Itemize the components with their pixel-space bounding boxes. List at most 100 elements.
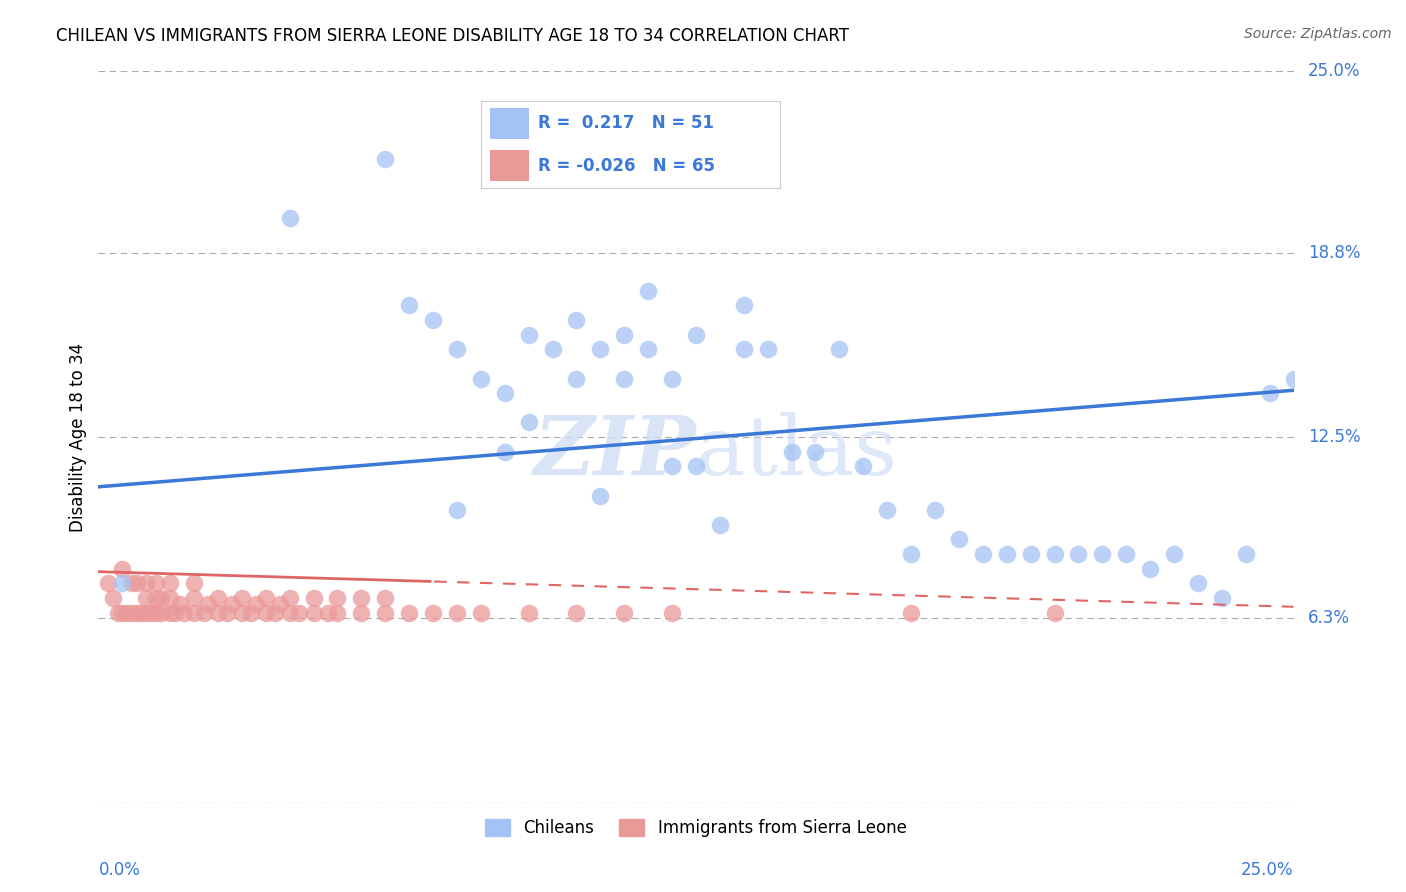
- Point: [661, 606, 683, 620]
- Point: [398, 606, 420, 620]
- Point: [316, 606, 339, 620]
- Point: [135, 591, 157, 605]
- Point: [350, 591, 373, 605]
- Point: [422, 606, 444, 620]
- Point: [637, 284, 659, 298]
- Point: [1211, 591, 1233, 605]
- Point: [924, 503, 946, 517]
- Point: [613, 371, 636, 385]
- Point: [661, 371, 683, 385]
- Point: [111, 562, 134, 576]
- Point: [302, 591, 325, 605]
- Point: [446, 503, 468, 517]
- Point: [517, 606, 540, 620]
- Point: [145, 606, 167, 620]
- Point: [221, 597, 243, 611]
- Point: [278, 591, 301, 605]
- Point: [264, 606, 287, 620]
- Point: [278, 211, 301, 225]
- Point: [101, 591, 124, 605]
- Text: atlas: atlas: [696, 412, 898, 491]
- Point: [135, 606, 157, 620]
- Point: [374, 606, 396, 620]
- Point: [733, 298, 755, 312]
- Point: [446, 343, 468, 357]
- Point: [183, 576, 205, 591]
- Point: [350, 606, 373, 620]
- Point: [1019, 547, 1042, 561]
- Point: [494, 444, 516, 458]
- Point: [183, 591, 205, 605]
- Point: [948, 533, 970, 547]
- Point: [107, 606, 129, 620]
- Y-axis label: Disability Age 18 to 34: Disability Age 18 to 34: [69, 343, 87, 532]
- Point: [589, 343, 612, 357]
- Point: [135, 576, 157, 591]
- Point: [1234, 547, 1257, 561]
- Point: [159, 606, 181, 620]
- Point: [1115, 547, 1137, 561]
- Point: [326, 606, 349, 620]
- Point: [876, 503, 898, 517]
- Point: [733, 343, 755, 357]
- Point: [111, 606, 134, 620]
- Point: [231, 606, 253, 620]
- Point: [1282, 371, 1305, 385]
- Text: 6.3%: 6.3%: [1308, 609, 1350, 627]
- Point: [145, 591, 167, 605]
- Point: [900, 547, 922, 561]
- Point: [1043, 606, 1066, 620]
- Point: [115, 606, 138, 620]
- Point: [111, 576, 134, 591]
- Point: [1163, 547, 1185, 561]
- Text: 25.0%: 25.0%: [1308, 62, 1361, 80]
- Point: [517, 327, 540, 342]
- Point: [972, 547, 994, 561]
- Point: [685, 327, 707, 342]
- Legend: Chileans, Immigrants from Sierra Leone: Chileans, Immigrants from Sierra Leone: [477, 811, 915, 846]
- Point: [565, 313, 588, 327]
- Text: Source: ZipAtlas.com: Source: ZipAtlas.com: [1244, 27, 1392, 41]
- Point: [139, 606, 162, 620]
- Point: [240, 606, 263, 620]
- Point: [254, 591, 277, 605]
- Text: CHILEAN VS IMMIGRANTS FROM SIERRA LEONE DISABILITY AGE 18 TO 34 CORRELATION CHAR: CHILEAN VS IMMIGRANTS FROM SIERRA LEONE …: [56, 27, 849, 45]
- Text: 0.0%: 0.0%: [98, 862, 141, 880]
- Point: [804, 444, 827, 458]
- Point: [661, 459, 683, 474]
- Point: [1043, 547, 1066, 561]
- Point: [163, 606, 186, 620]
- Point: [125, 606, 148, 620]
- Point: [565, 371, 588, 385]
- Point: [207, 591, 229, 605]
- Point: [589, 489, 612, 503]
- Point: [637, 343, 659, 357]
- Point: [613, 327, 636, 342]
- Point: [149, 606, 172, 620]
- Point: [302, 606, 325, 620]
- Point: [541, 343, 564, 357]
- Point: [470, 606, 492, 620]
- Point: [145, 576, 167, 591]
- Point: [278, 606, 301, 620]
- Point: [125, 576, 148, 591]
- Point: [517, 416, 540, 430]
- Point: [326, 591, 349, 605]
- Point: [374, 591, 396, 605]
- Point: [470, 371, 492, 385]
- Point: [756, 343, 779, 357]
- Point: [121, 576, 143, 591]
- Point: [613, 606, 636, 620]
- Point: [1187, 576, 1209, 591]
- Point: [1139, 562, 1161, 576]
- Point: [1091, 547, 1114, 561]
- Point: [131, 606, 153, 620]
- Point: [173, 606, 195, 620]
- Point: [685, 459, 707, 474]
- Point: [207, 606, 229, 620]
- Point: [245, 597, 267, 611]
- Point: [398, 298, 420, 312]
- Point: [149, 591, 172, 605]
- Point: [197, 597, 219, 611]
- Point: [169, 597, 191, 611]
